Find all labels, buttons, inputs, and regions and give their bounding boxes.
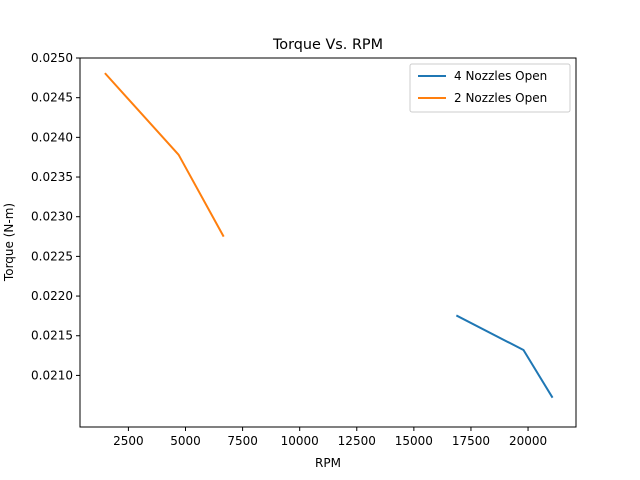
y-tick-label: 0.0225 (31, 249, 73, 263)
plot-frame (79, 57, 577, 428)
legend-label-4-nozzles: 4 Nozzles Open (454, 69, 547, 83)
y-tick-label: 0.0250 (31, 51, 73, 65)
x-axis-ticks: 2500 5000 7500 10000 12500 15000 17500 20000 (113, 427, 547, 448)
legend: 4 Nozzles Open 2 Nozzles Open (409, 63, 571, 113)
y-tick-label: 0.0215 (31, 329, 73, 343)
legend-box (409, 63, 571, 113)
series-line-4-nozzles (455, 314, 554, 399)
y-tick-label: 0.0235 (31, 170, 73, 184)
x-tick-label: 15000 (395, 434, 433, 448)
y-tick-label: 0.0245 (31, 91, 73, 105)
plot-area (79, 57, 577, 428)
y-axis-ticks: 0.0210 0.0215 0.0220 0.0225 0.0230 0.0235 0.02… (31, 51, 80, 382)
y-tick-label: 0.0220 (31, 289, 73, 303)
y-tick-label: 0.0230 (31, 210, 73, 224)
x-tick-label: 2500 (113, 434, 144, 448)
x-tick-label: 10000 (281, 434, 319, 448)
x-tick-label: 5000 (170, 434, 201, 448)
legend-label-2-nozzles: 2 Nozzles Open (454, 91, 547, 105)
x-tick-label: 17500 (452, 434, 490, 448)
x-axis-label: RPM (315, 456, 341, 470)
x-tick-label: 12500 (338, 434, 376, 448)
series-lines (104, 72, 554, 399)
x-tick-label: 20000 (509, 434, 547, 448)
y-axis-label: Torque (N-m) (2, 203, 16, 282)
chart-title: Torque Vs. RPM (272, 37, 383, 53)
y-tick-label: 0.0210 (31, 368, 73, 382)
x-tick-label: 7500 (227, 434, 258, 448)
series-line-2-nozzles (104, 72, 225, 238)
y-tick-label: 0.0240 (31, 130, 73, 144)
